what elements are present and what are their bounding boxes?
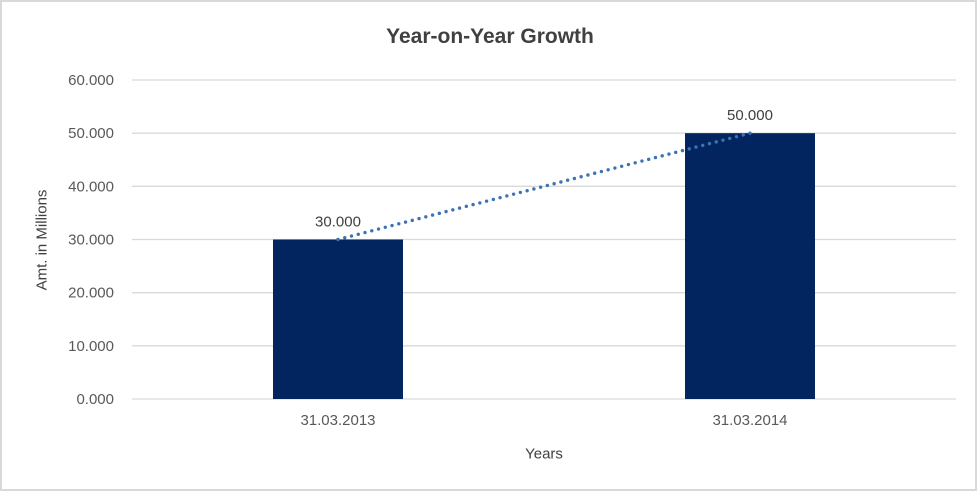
x-tick-label: 31.03.2013 — [300, 412, 375, 429]
trendline-dot — [444, 209, 448, 214]
trendline-dot — [478, 201, 482, 205]
trendline-dot — [653, 155, 658, 160]
trendline-dot — [424, 215, 428, 219]
trendline-dot — [660, 154, 664, 158]
trendline-dot — [356, 232, 360, 236]
trendline-dot — [586, 173, 590, 177]
trendline-dot — [363, 230, 367, 235]
trendline-dot — [437, 211, 442, 216]
trendline-dot — [451, 208, 455, 212]
trendline-dot — [532, 187, 536, 191]
data-label: 50.000 — [727, 107, 773, 124]
x-tick-label: 31.03.2014 — [712, 412, 787, 429]
y-tick-label: 60.000 — [68, 72, 114, 89]
trendline-dot — [565, 178, 570, 182]
data-label: 30.000 — [315, 214, 361, 231]
y-tick-label: 20.000 — [68, 285, 114, 302]
trendline-dot — [403, 220, 408, 224]
trendline-dot — [687, 147, 691, 151]
bar — [685, 133, 815, 399]
trendline-dot — [518, 190, 523, 195]
y-axis-title: Amt. in Millions — [33, 189, 51, 291]
trendline-dot — [633, 161, 637, 165]
trendline-dot — [646, 157, 651, 162]
trendline-dot — [484, 199, 489, 203]
trendline-dot — [511, 192, 516, 196]
trendline-dot — [498, 195, 502, 200]
bar — [273, 239, 403, 399]
trendline-dot — [383, 225, 387, 229]
trendline-dot — [376, 227, 381, 231]
trendline-dot — [552, 182, 556, 186]
trendline-dot — [667, 152, 671, 156]
trendline-dot — [525, 188, 529, 193]
trendline-dot — [545, 183, 550, 188]
x-axis-title: Years — [525, 445, 563, 463]
y-tick-label: 30.000 — [68, 232, 114, 249]
trendline-dot — [349, 234, 354, 238]
trendline-dot — [721, 138, 725, 142]
trendline-dot — [694, 145, 698, 149]
trendline-dot — [707, 141, 712, 146]
trendline-dot — [370, 229, 374, 233]
trendline-dot — [734, 134, 739, 139]
y-tick-label: 10.000 — [68, 338, 114, 355]
trendline-dot — [336, 237, 340, 242]
trendline-dot — [430, 213, 435, 217]
trendline-dot — [572, 176, 577, 181]
trendline-dot — [748, 131, 752, 135]
trendline-dot — [728, 136, 732, 141]
trendline-dot — [417, 216, 421, 221]
trendline-dot — [491, 197, 496, 202]
trendline-dot — [674, 150, 678, 155]
trendline-dot — [505, 194, 509, 198]
trendline-dot — [701, 143, 705, 148]
trendline-dot — [714, 140, 718, 144]
trendline-dot — [613, 166, 617, 170]
trendline-dot — [626, 162, 631, 167]
y-tick-label: 0.000 — [76, 391, 114, 408]
trendline-dot — [538, 185, 543, 189]
trendline-dot — [397, 222, 401, 226]
trendline-dot — [410, 218, 414, 223]
y-tick-label: 40.000 — [68, 178, 114, 195]
trendline-dot — [579, 175, 583, 179]
trendline-dot — [619, 164, 624, 168]
trendline-dot — [464, 204, 469, 209]
trendline-dot — [599, 169, 604, 174]
trendline-dot — [343, 236, 347, 240]
trendline-dot — [640, 159, 644, 163]
trendline-dot — [741, 133, 745, 137]
y-tick-label: 50.000 — [68, 125, 114, 142]
trendline-dot — [390, 223, 394, 228]
trendline-dot — [680, 148, 685, 153]
trendline-dot — [471, 202, 475, 207]
trendline-dot — [606, 168, 610, 172]
trendline-dot — [457, 206, 462, 210]
chart-title: Year-on-Year Growth — [386, 25, 594, 48]
trendline-dot — [592, 171, 597, 175]
trendline-dot — [559, 180, 563, 184]
